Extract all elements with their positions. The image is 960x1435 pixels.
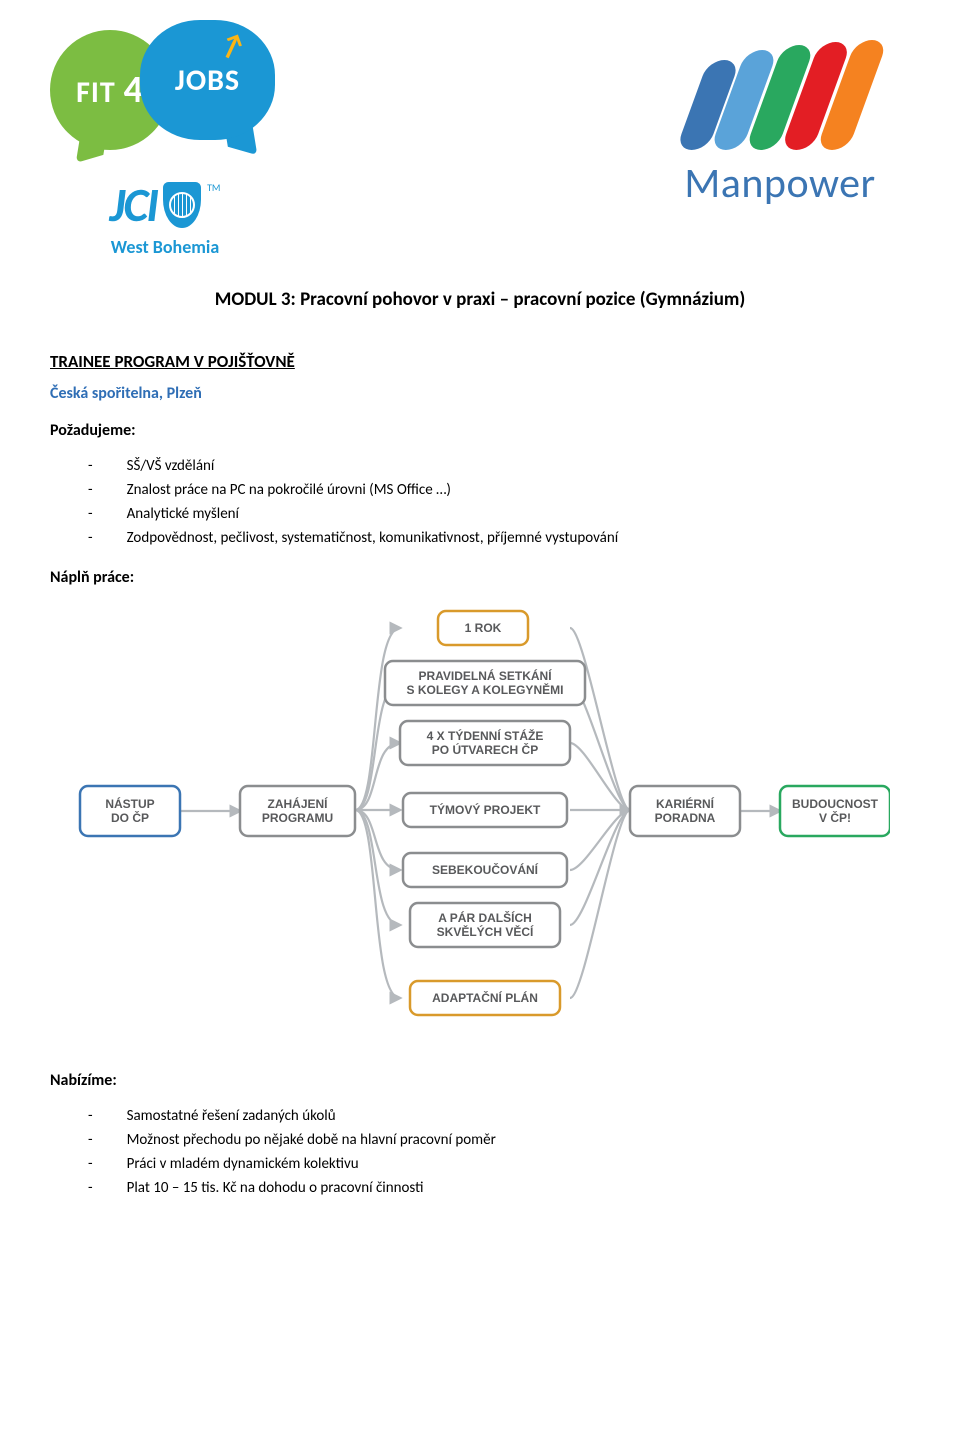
work-heading: Náplň práce:: [50, 568, 910, 587]
company-line: Česká spořitelna, Plzeň: [50, 384, 910, 403]
logo-fit4jobs-jci: FIT 4 ↗ JOBS JCI TM West Bohemia: [50, 20, 280, 258]
svg-text:TÝMOVÝ PROJEKT: TÝMOVÝ PROJEKT: [430, 802, 541, 817]
svg-text:PRAVIDELNÁ SETKÁNÍ: PRAVIDELNÁ SETKÁNÍ: [418, 668, 552, 683]
offer-heading: Nabízíme:: [50, 1071, 910, 1090]
offer-list: Samostatné řešení zadaných úkolůMožnost …: [50, 1104, 910, 1200]
header-logos: FIT 4 ↗ JOBS JCI TM West Bohemia Manpowe…: [50, 20, 910, 258]
svg-text:1 ROK: 1 ROK: [465, 621, 502, 635]
svg-text:4 X TÝDENNÍ STÁŽE: 4 X TÝDENNÍ STÁŽE: [427, 728, 544, 743]
list-item: Samostatné řešení zadaných úkolů: [50, 1104, 910, 1128]
list-item: Plat 10 – 15 tis. Kč na dohodu o pracovn…: [50, 1176, 910, 1200]
list-item: SŠ/VŠ vzdělání: [50, 454, 910, 478]
page-title: MODUL 3: Pracovní pohovor v praxi – prac…: [50, 288, 910, 311]
jci-logo: JCI TM West Bohemia: [50, 175, 280, 258]
list-item: Znalost práce na PC na pokročilé úrovni …: [50, 478, 910, 502]
svg-text:ZAHÁJENÍ: ZAHÁJENÍ: [267, 796, 328, 811]
svg-text:A PÁR DALŠÍCH: A PÁR DALŠÍCH: [438, 910, 532, 925]
list-item: Analytické myšlení: [50, 502, 910, 526]
globe-icon: [169, 192, 195, 218]
process-diagram: NÁSTUPDO ČP ZAHÁJENÍPROGRAMU 1 ROK PRAVIDEL…: [50, 601, 910, 1031]
shield-icon: [163, 182, 201, 228]
job-heading: TRAINEE PROGRAM V POJIŠŤOVNĚ: [50, 351, 910, 372]
list-item: Zodpovědnost, pečlivost, systematičnost,…: [50, 526, 910, 550]
svg-text:V ČP!: V ČP!: [819, 810, 851, 825]
svg-text:BUDOUCNOST: BUDOUCNOST: [792, 797, 879, 811]
manpower-stripes-icon: [692, 40, 868, 150]
manpower-wordmark: Manpower: [684, 158, 875, 209]
svg-text:DO ČP: DO ČP: [111, 810, 149, 825]
requirements-heading: Požadujeme:: [50, 421, 910, 440]
fit4jobs-logo: FIT 4 ↗ JOBS: [50, 20, 280, 170]
svg-text:SKVĚLÝCH VĚCÍ: SKVĚLÝCH VĚCÍ: [437, 924, 534, 939]
requirements-list: SŠ/VŠ vzděláníZnalost práce na PC na pok…: [50, 454, 910, 550]
svg-text:PORADNA: PORADNA: [655, 811, 716, 825]
svg-text:KARIÉRNÍ: KARIÉRNÍ: [656, 796, 715, 811]
list-item: Práci v mladém dynamickém kolektivu: [50, 1152, 910, 1176]
svg-text:PROGRAMU: PROGRAMU: [262, 811, 333, 825]
svg-text:S KOLEGY A KOLEGYNĚMI: S KOLEGY A KOLEGYNĚMI: [407, 682, 564, 697]
logo-manpower: Manpower: [650, 20, 910, 209]
svg-text:PO ÚTVARECH ČP: PO ÚTVARECH ČP: [432, 742, 538, 757]
svg-text:SEBEKOUČOVÁNÍ: SEBEKOUČOVÁNÍ: [432, 862, 539, 877]
svg-text:NÁSTUP: NÁSTUP: [105, 796, 154, 811]
svg-text:ADAPTAČNÍ PLÁN: ADAPTAČNÍ PLÁN: [432, 990, 538, 1005]
list-item: Možnost přechodu po nějaké době na hlavn…: [50, 1128, 910, 1152]
